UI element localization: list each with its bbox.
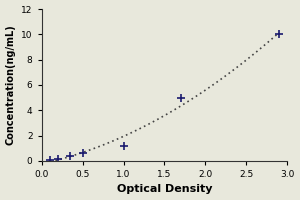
- Y-axis label: Concentration(ng/mL): Concentration(ng/mL): [6, 25, 16, 145]
- X-axis label: Optical Density: Optical Density: [117, 184, 212, 194]
